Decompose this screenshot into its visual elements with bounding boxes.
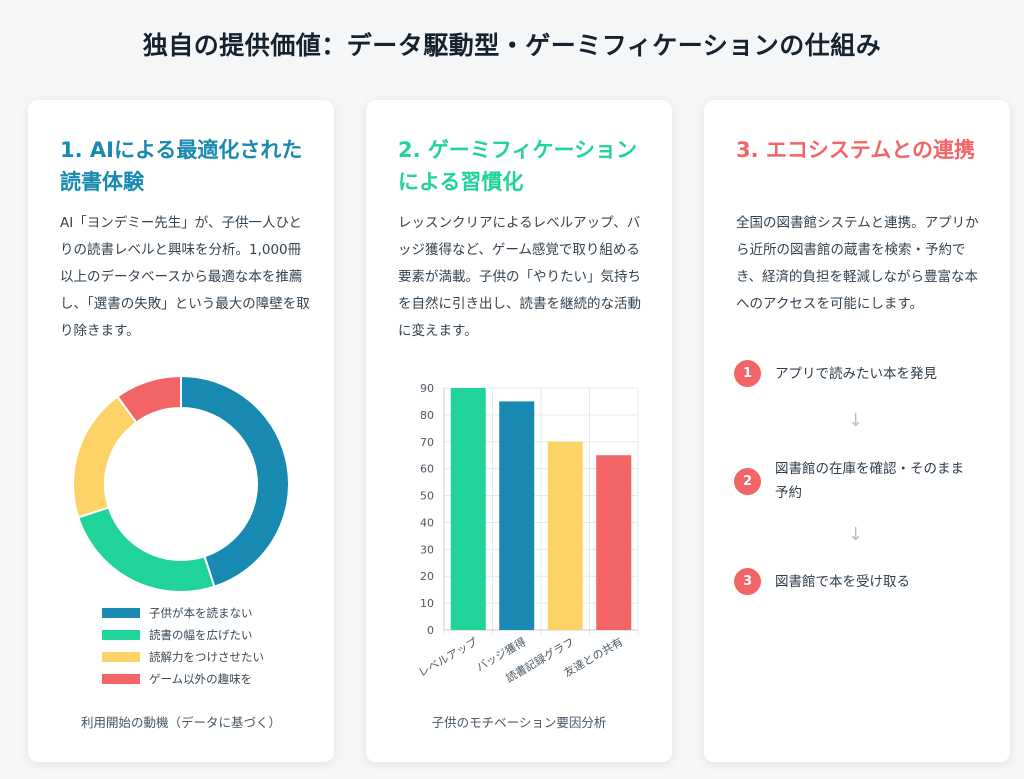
y-tick-label: 0 (427, 624, 434, 637)
donut-legend: 子供が本を読まない 読書の幅を広げたい 読解力をつけさせたい ゲーム以外の趣味を (102, 602, 302, 690)
step-number: 1 (734, 360, 761, 387)
y-tick-label: 10 (420, 597, 434, 610)
card-description: AI「ヨンデミー先生」が、子供一人ひとりの読書レベルと興味を分析。1,000冊以… (60, 215, 310, 339)
chart-caption: 利用開始の動機（データに基づく） (80, 715, 281, 730)
bar (547, 441, 583, 630)
card-title: 1. AIによる最適化された読書体験 (60, 138, 303, 194)
y-tick-label: 40 (420, 516, 434, 529)
legend-item: 読書の幅を広げたい (102, 624, 302, 646)
card-gamification: 2. ゲーミフィケーションによる習慣化 レッスンクリアによるレベルアップ、バッジ… (366, 100, 672, 762)
legend-swatch (102, 630, 140, 640)
y-tick-label: 80 (420, 409, 434, 422)
card-title: 3. エコシステムとの連携 (736, 138, 976, 162)
y-tick-label: 60 (420, 463, 434, 476)
bar-chart: 0102030405060708090レベルアップバッジ獲得読書記録グラフ友達と… (416, 382, 639, 685)
page-title: 独自の提供価値：データ駆動型・ゲーミフィケーションの仕組み (142, 31, 882, 60)
x-tick-label: レベルアップ (416, 635, 480, 679)
y-tick-label: 90 (420, 382, 434, 395)
y-tick-label: 70 (420, 436, 434, 449)
donut-slice (77, 506, 216, 593)
legend-item: 読解力をつけさせたい (102, 646, 302, 668)
legend-label: ゲーム以外の趣味を (149, 672, 253, 686)
card-title: 2. ゲーミフィケーションによる習慣化 (398, 138, 638, 194)
step-text: 図書館で本を受け取る (775, 573, 910, 590)
legend-swatch (102, 608, 140, 618)
legend-swatch (102, 652, 140, 662)
donut-chart (72, 374, 290, 593)
card-description: 全国の図書館システムと連携。アプリから近所の図書館の蔵書を検索・予約でき、経済的… (736, 215, 979, 312)
donut-slice (72, 395, 138, 519)
legend-label: 読解力をつけさせたい (149, 650, 264, 664)
card-ecosystem: 3. エコシステムとの連携 全国の図書館システムと連携。アプリから近所の図書館の… (704, 100, 1010, 762)
bar (450, 388, 486, 630)
legend-label: 読書の幅を広げたい (149, 628, 253, 642)
chart-caption: 子供のモチベーション要因分析 (431, 715, 607, 730)
y-tick-label: 30 (420, 543, 434, 556)
arrow-down-icon: ↓ (848, 524, 864, 545)
flow-step: 3 図書館で本を受け取る (734, 568, 984, 595)
step-number: 2 (734, 467, 761, 495)
card-ai-recommendation: 1. AIによる最適化された読書体験 AI「ヨンデミー先生」が、子供一人ひとりの… (28, 100, 334, 762)
y-tick-label: 50 (420, 490, 434, 503)
donut-slice (116, 374, 182, 424)
y-tick-label: 20 (420, 570, 434, 583)
step-text: アプリで読みたい本を発見 (775, 365, 937, 382)
legend-label: 子供が本を読まない (149, 606, 253, 620)
card-description: レッスンクリアによるレベルアップ、バッジ獲得など、ゲーム感覚で取り組める要素が満… (398, 215, 641, 339)
arrow-down-icon: ↓ (848, 410, 864, 431)
donut-slice (180, 374, 290, 588)
step-text: 図書館の在庫を確認・そのまま予約 (775, 461, 964, 501)
step-number: 3 (734, 568, 761, 595)
flow-step: 2 図書館の在庫を確認・そのまま予約 (734, 457, 984, 505)
legend-item: 子供が本を読まない (102, 602, 302, 624)
bar (499, 401, 535, 630)
legend-swatch (102, 674, 140, 684)
legend-item: ゲーム以外の趣味を (102, 668, 302, 690)
flow-step: 1 アプリで読みたい本を発見 (734, 360, 984, 387)
bar (596, 455, 632, 630)
